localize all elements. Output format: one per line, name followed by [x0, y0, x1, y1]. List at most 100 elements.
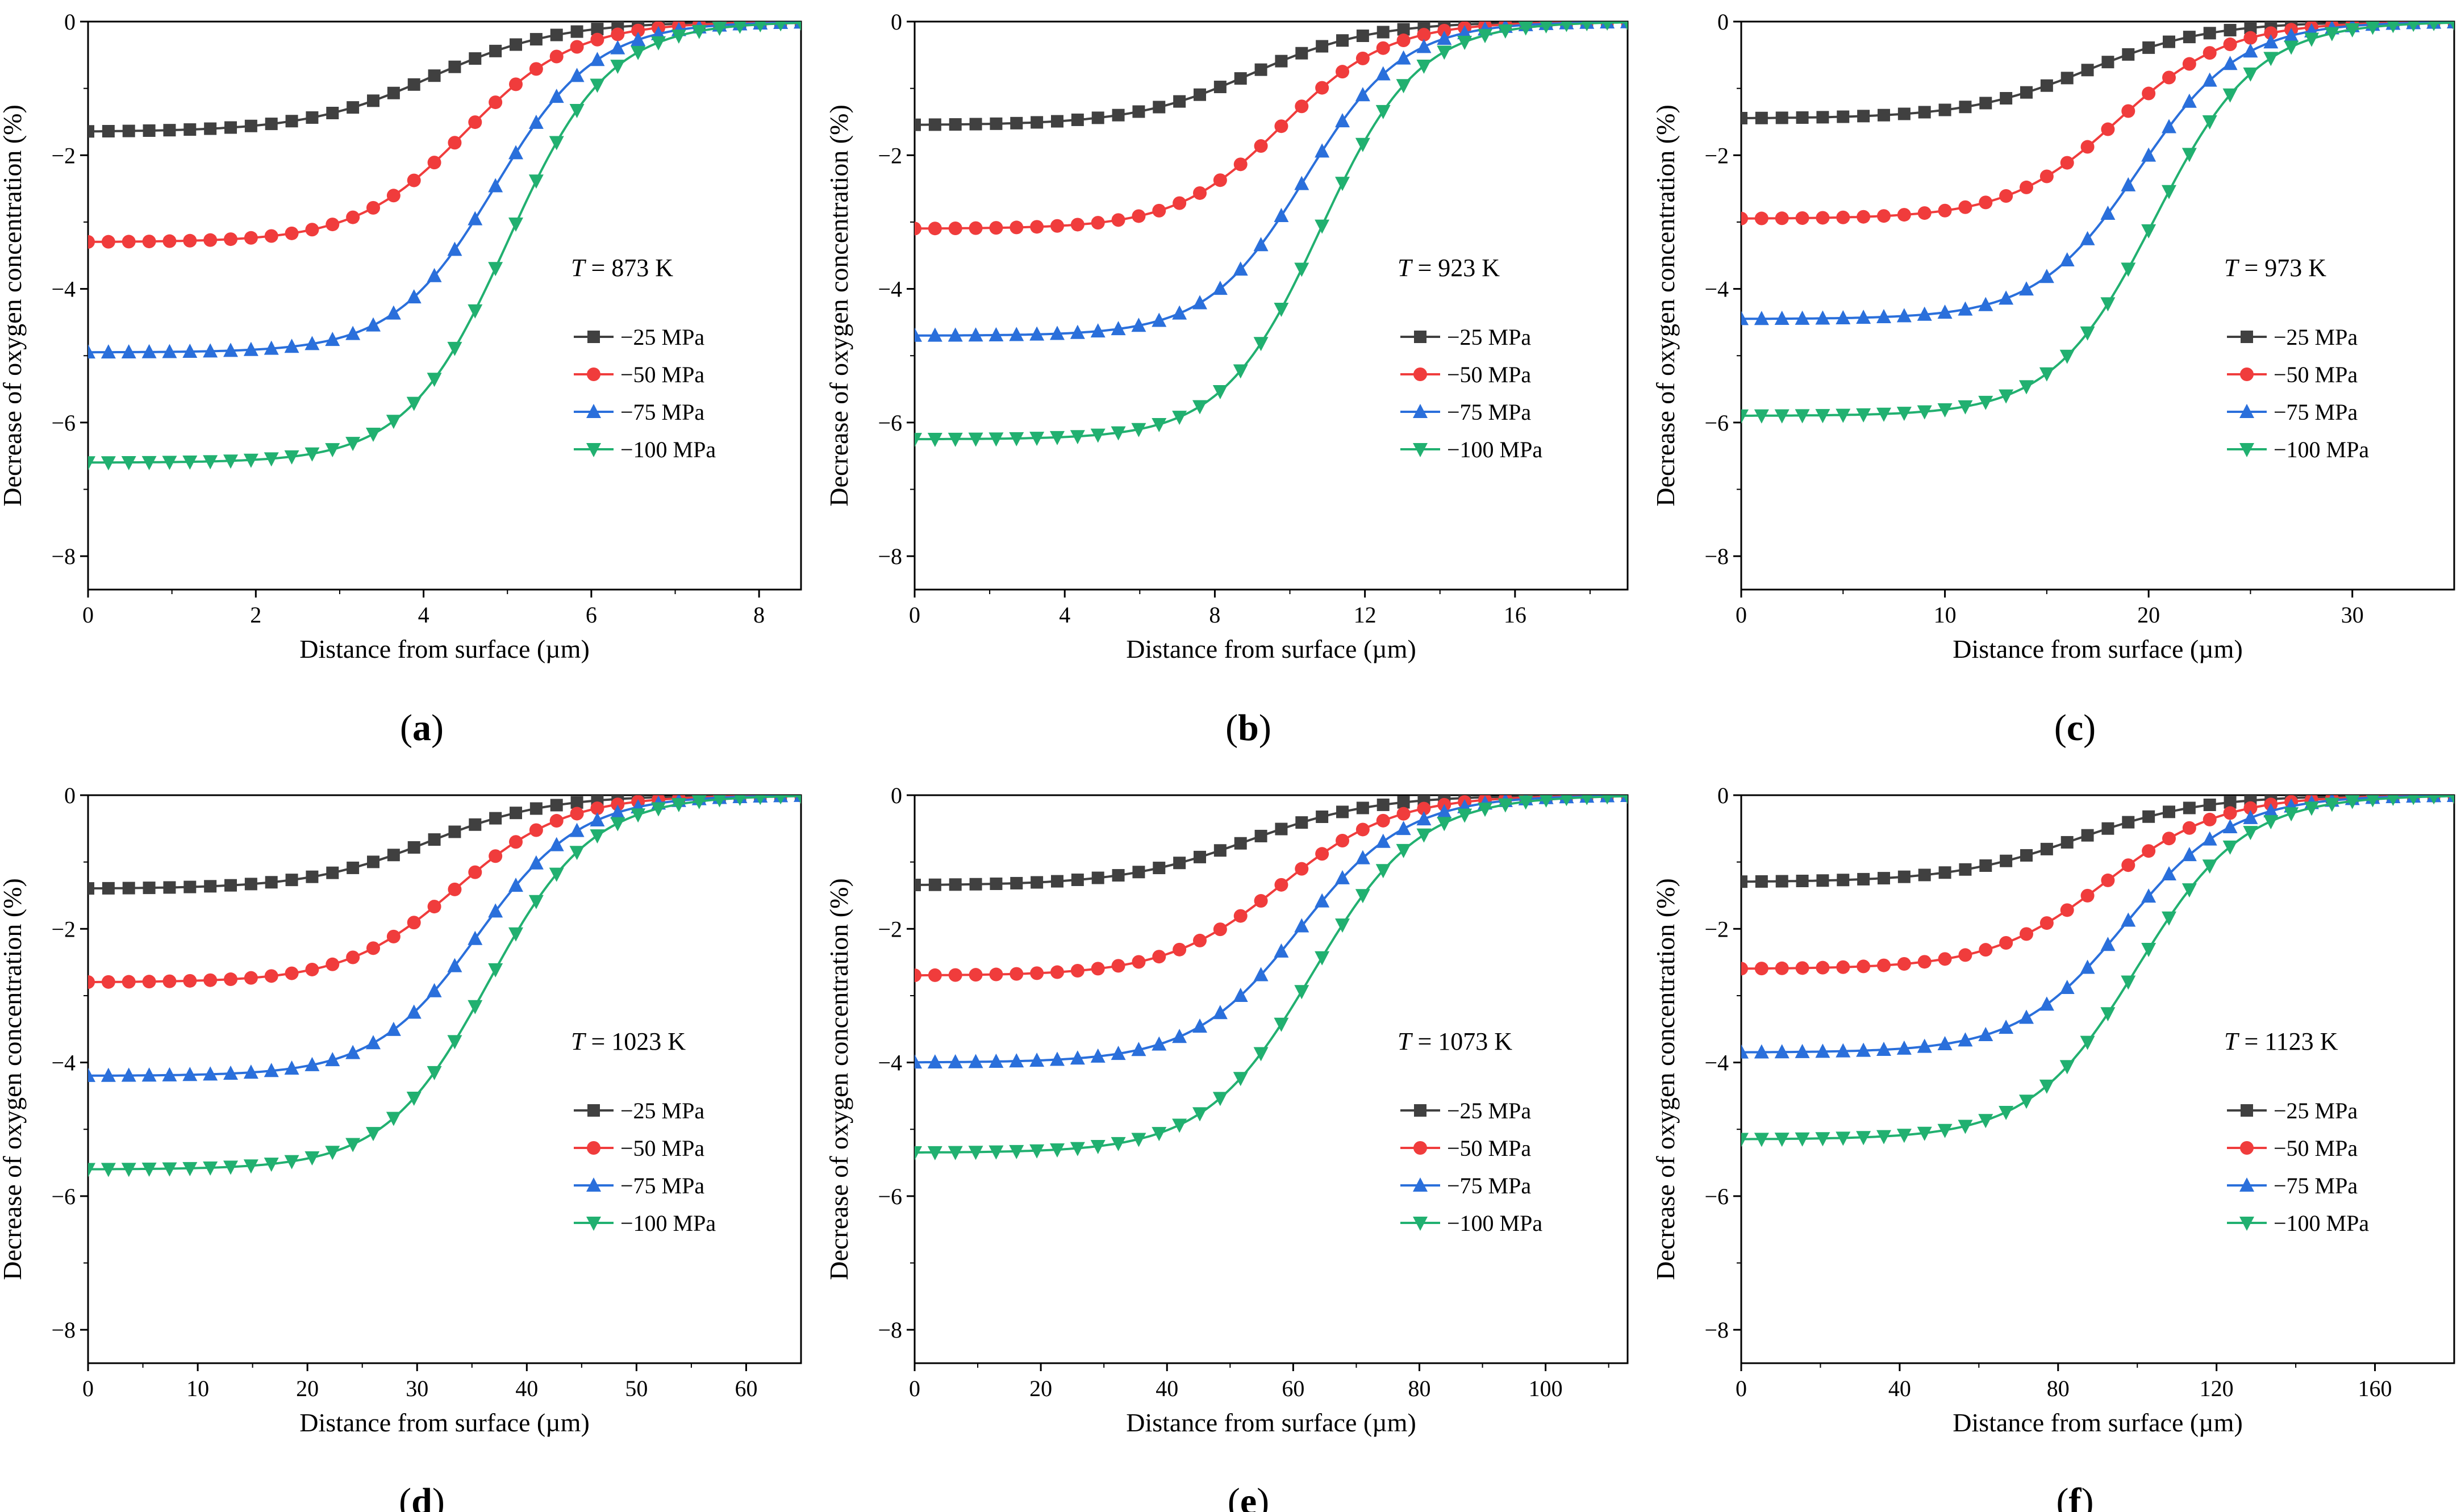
data-point	[326, 866, 339, 879]
y-tick-label: −6	[1704, 1184, 1729, 1209]
data-point	[2060, 836, 2074, 849]
plot-frame	[1740, 794, 2455, 1364]
data-point	[1335, 113, 1350, 128]
data-point	[1152, 1036, 1167, 1051]
y-axis-title: Decrease of oxygen concentration (%)	[1651, 105, 1680, 507]
series-line--25mpa	[1741, 22, 2454, 119]
data-point	[162, 974, 177, 988]
legend-marker	[2239, 1217, 2254, 1231]
data-point	[163, 881, 176, 894]
data-point	[122, 235, 136, 249]
data-point	[969, 221, 983, 235]
data-point	[591, 23, 604, 36]
data-point	[305, 962, 319, 976]
data-point	[775, 22, 786, 32]
data-point	[386, 929, 401, 943]
data-point	[203, 973, 218, 987]
series-line--25mpa	[88, 22, 801, 133]
data-point	[1958, 1032, 1973, 1047]
plot-frame	[914, 794, 1629, 1364]
data-point	[570, 40, 584, 54]
data-point	[468, 865, 482, 879]
data-point	[387, 86, 400, 99]
data-point	[590, 829, 605, 844]
legend-label: −50 MPa	[620, 1135, 704, 1161]
data-point	[2080, 140, 2095, 154]
temperature-symbol: T	[571, 254, 587, 282]
data-point	[1172, 1029, 1187, 1043]
data-point	[2263, 34, 2279, 49]
data-point	[734, 795, 746, 806]
x-tick-label: 80	[1408, 1376, 1430, 1401]
legend-marker	[2240, 1141, 2254, 1155]
data-point	[1336, 805, 1349, 818]
data-point	[2040, 79, 2053, 92]
data-point	[1254, 139, 1268, 153]
data-point	[1274, 878, 1288, 892]
data-point	[2243, 31, 2258, 45]
data-point	[1111, 1137, 1126, 1151]
data-point	[1172, 305, 1187, 320]
data-point	[610, 60, 625, 74]
legend-label: −100 MPa	[620, 437, 716, 462]
panel-label-close: )	[1257, 1481, 1269, 1512]
legend-label: −100 MPa	[2274, 1210, 2369, 1236]
data-point	[2182, 821, 2196, 835]
data-point	[1152, 203, 1166, 218]
legend-label: −25 MPa	[2274, 324, 2358, 350]
data-point	[1253, 967, 1269, 981]
data-point	[2121, 262, 2136, 277]
data-point	[1212, 1092, 1228, 1106]
series-line--25mpa	[1741, 795, 2454, 883]
data-point	[1132, 866, 1145, 879]
data-point	[1582, 22, 1592, 32]
data-point	[366, 941, 380, 955]
data-point	[1356, 30, 1369, 43]
data-point	[611, 27, 625, 41]
data-point	[2019, 1095, 2034, 1109]
data-point	[285, 226, 299, 240]
legend-label: −100 MPa	[2274, 437, 2369, 462]
data-point	[915, 327, 922, 342]
data-point	[590, 801, 604, 816]
data-point	[1741, 875, 1747, 888]
data-point	[448, 882, 462, 896]
x-axis-title: Distance from surface (µm)	[1126, 1408, 1416, 1437]
data-point	[1315, 951, 1330, 966]
data-point	[345, 437, 361, 452]
data-point	[927, 433, 942, 448]
data-point	[264, 1063, 279, 1077]
legend-label: −75 MPa	[2274, 399, 2358, 425]
y-tick-label: −4	[878, 277, 902, 302]
data-point	[427, 900, 441, 914]
data-point	[1172, 1118, 1187, 1133]
y-axis-title: Decrease of oxygen concentration (%)	[0, 878, 27, 1280]
series-group	[1741, 22, 2454, 424]
data-point	[2243, 826, 2258, 841]
data-point	[915, 968, 921, 983]
data-point	[1755, 111, 1768, 124]
data-point	[1754, 211, 1768, 225]
temperature-label: T = 1023 K	[571, 1028, 686, 1055]
data-point	[1938, 103, 1951, 116]
data-point	[2243, 809, 2258, 824]
data-point	[1295, 99, 1309, 114]
data-point	[1233, 261, 1248, 276]
data-point	[1029, 1052, 1045, 1067]
data-point	[550, 799, 563, 812]
data-point	[243, 341, 258, 356]
data-point	[1070, 324, 1085, 339]
data-point	[1050, 1051, 1065, 1066]
data-point	[2203, 812, 2217, 826]
data-point	[102, 124, 115, 137]
data-point	[2141, 888, 2156, 903]
data-point	[243, 1064, 258, 1079]
data-point	[927, 1146, 942, 1160]
panel-label: (d)	[399, 1481, 445, 1512]
data-point	[1192, 295, 1207, 310]
data-point	[386, 305, 401, 320]
data-point	[1917, 405, 1932, 420]
data-point	[2366, 795, 2379, 808]
data-point	[1316, 40, 1329, 53]
data-point	[2429, 22, 2439, 31]
